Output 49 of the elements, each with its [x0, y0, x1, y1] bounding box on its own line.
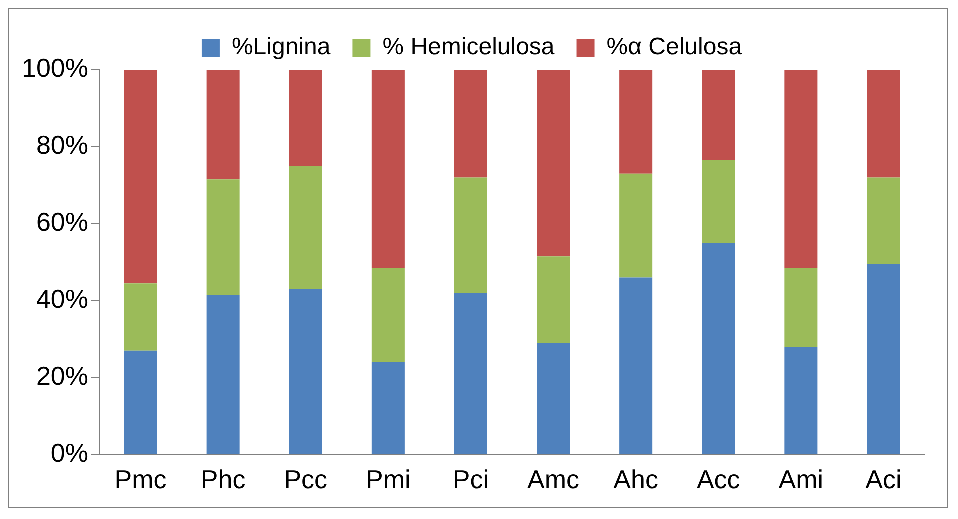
bar — [702, 160, 736, 244]
bar — [537, 70, 570, 257]
x-tick-label: Aci — [866, 464, 902, 495]
legend-label: %α Celulosa — [606, 34, 743, 61]
x-tick-label: Pcc — [284, 464, 328, 495]
y-tick-label: 100% — [22, 53, 88, 84]
bar — [784, 347, 818, 454]
x-tick-label: Pmc — [114, 464, 167, 495]
bar — [620, 278, 653, 454]
bar — [289, 166, 322, 290]
x-tick-label: Pci — [452, 464, 490, 495]
y-tick-label: 40% — [36, 284, 88, 314]
bar — [206, 295, 240, 454]
legend-label: % Hemicelulosa — [382, 34, 556, 61]
x-tick-label: Ami — [778, 464, 824, 495]
bar — [454, 178, 488, 294]
x-tick-label: Pmi — [366, 464, 411, 495]
bar — [867, 178, 900, 264]
y-tick-label: 80% — [36, 130, 88, 160]
y-tick-label: 0% — [50, 438, 88, 468]
x-tick-label: Ahc — [614, 464, 658, 495]
x-tick-label: Phc — [200, 464, 246, 495]
bar — [206, 180, 240, 296]
bar — [454, 70, 488, 178]
bar — [867, 264, 900, 454]
bar — [372, 70, 405, 268]
legend-label: %Lignina — [232, 34, 332, 61]
x-tick-label: Acc — [696, 464, 740, 495]
bar — [702, 243, 736, 454]
bar — [784, 268, 818, 348]
y-tick-label: 20% — [36, 361, 88, 392]
bar — [702, 70, 736, 160]
bar — [784, 70, 818, 268]
bar — [124, 350, 158, 454]
bar — [124, 284, 158, 351]
bar — [372, 268, 405, 362]
bar — [867, 70, 900, 178]
bar — [454, 293, 488, 454]
bar — [206, 70, 240, 180]
bar — [537, 256, 570, 344]
bar — [372, 362, 405, 454]
bar — [289, 70, 322, 166]
bar — [124, 70, 158, 284]
bar — [620, 70, 653, 174]
bar — [620, 174, 653, 278]
y-tick-label: 60% — [36, 207, 88, 238]
bar — [289, 289, 322, 454]
bar — [537, 343, 570, 454]
x-tick-label: Amc — [528, 464, 580, 495]
